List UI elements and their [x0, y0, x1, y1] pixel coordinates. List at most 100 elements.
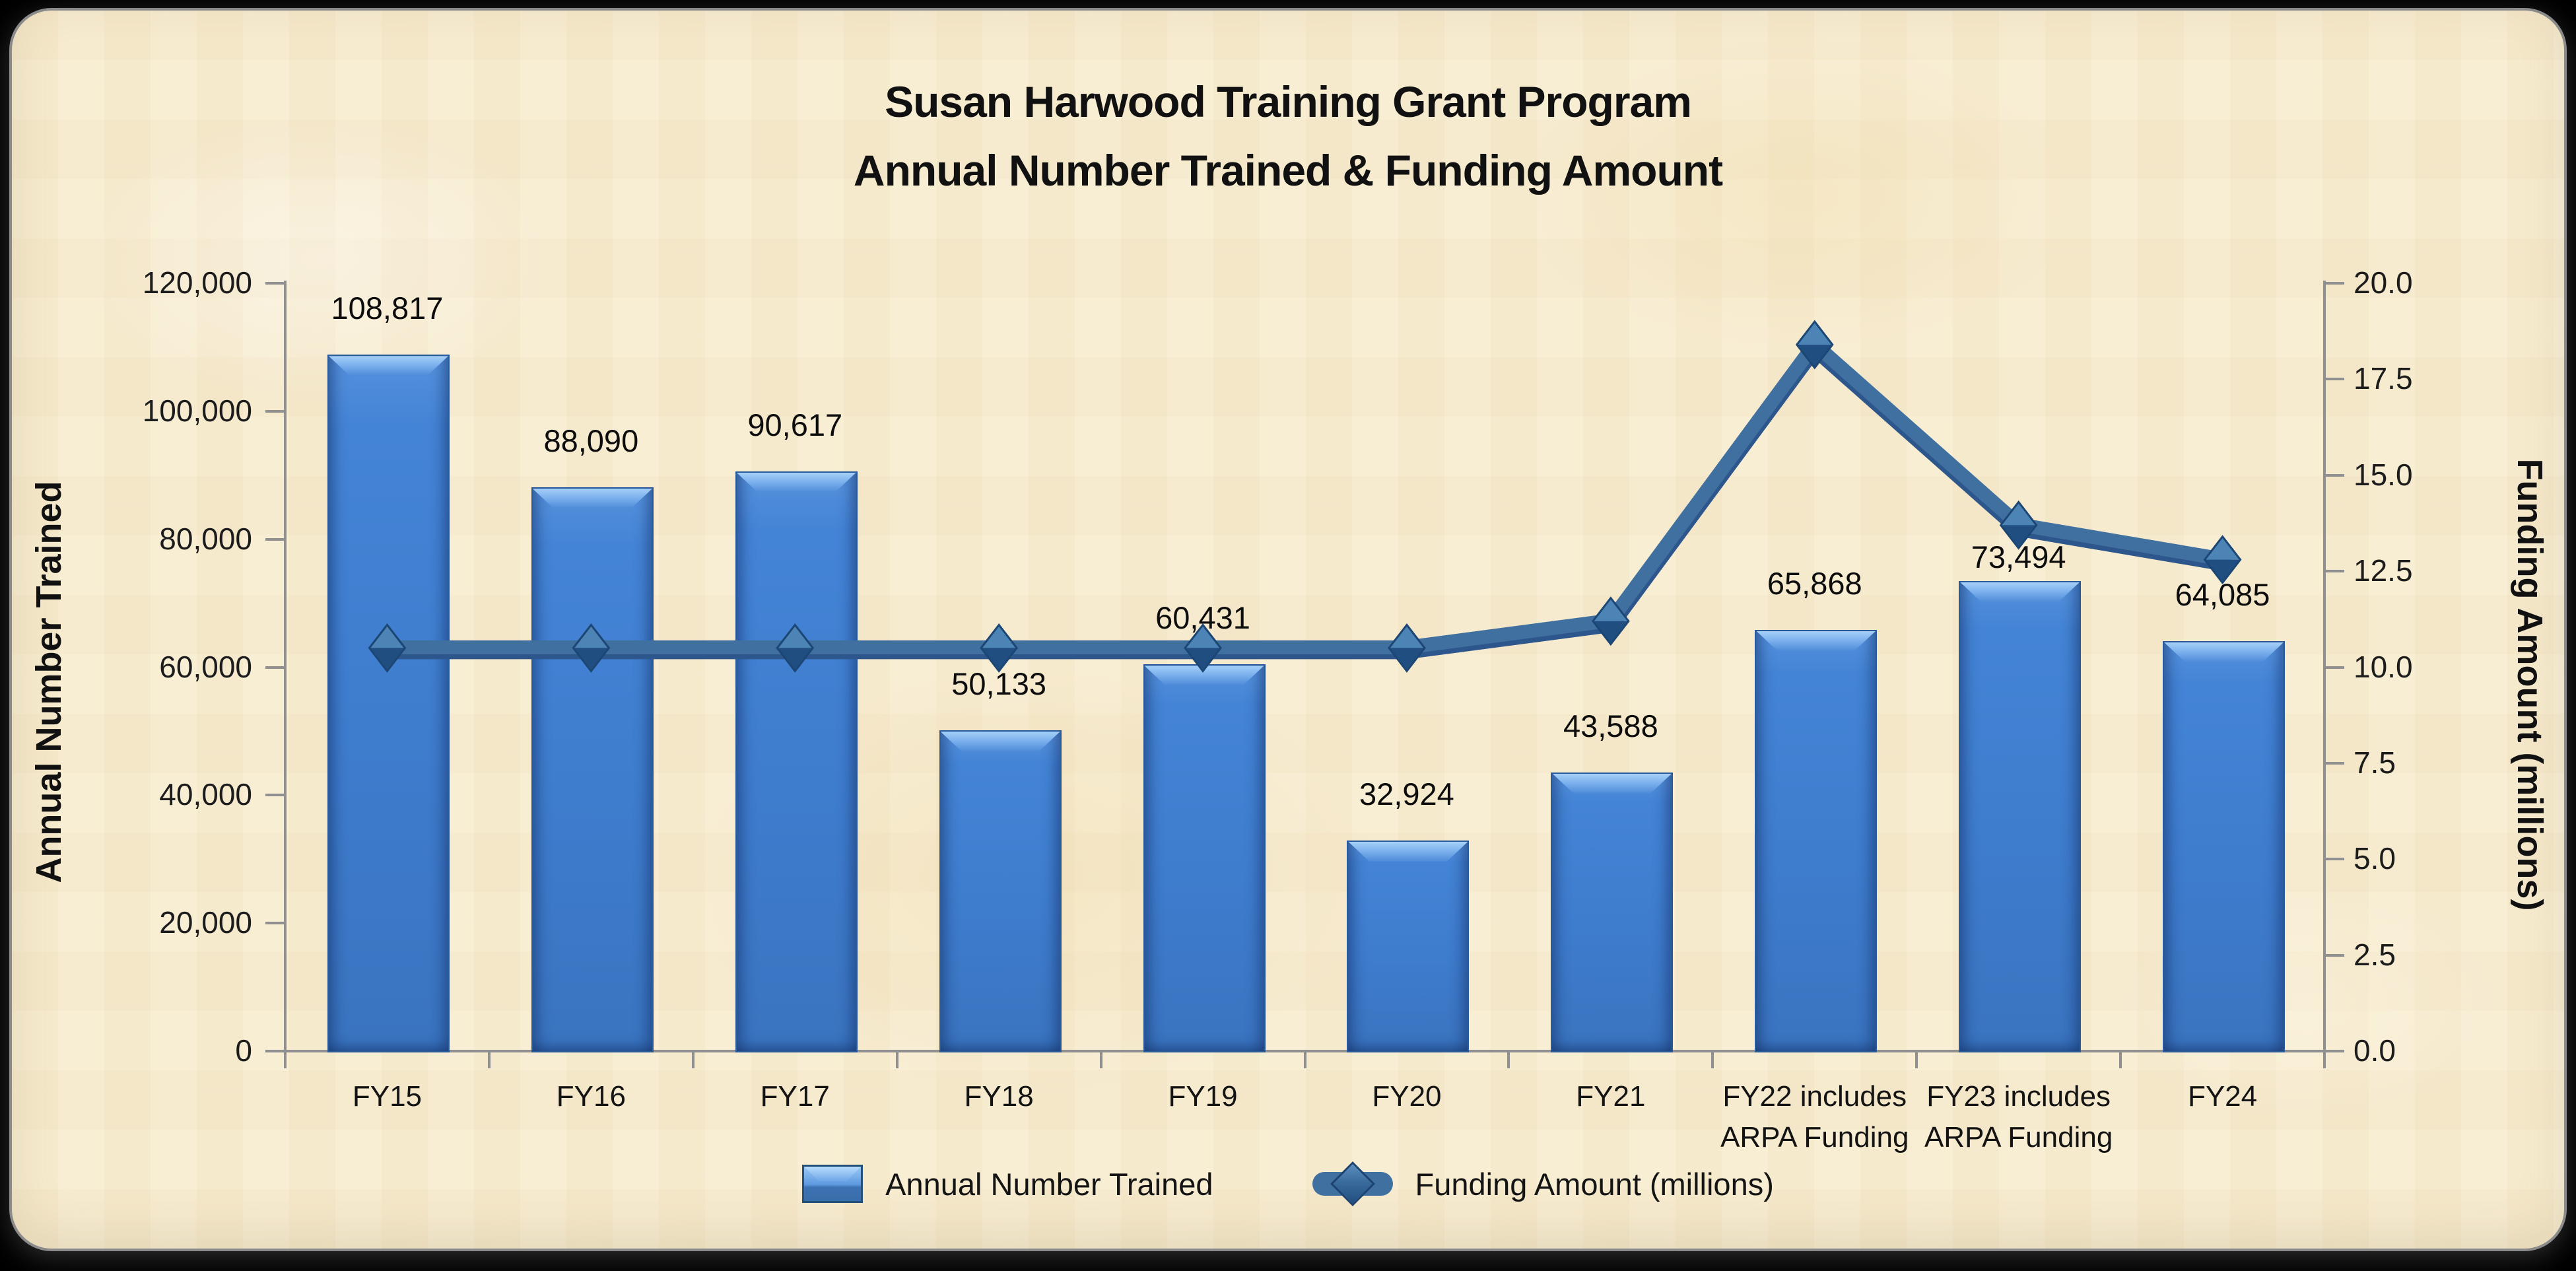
left-axis-tick-label: 40,000	[159, 777, 252, 812]
x-category-label: FY15	[352, 1080, 423, 1113]
bar-data-label: 73,494	[1971, 539, 2066, 574]
bar-data-label: 88,090	[543, 423, 639, 459]
x-axis-tick	[691, 1051, 695, 1068]
right-axis-tick-label: 12.5	[2354, 553, 2413, 588]
x-category-label: FY21	[1576, 1080, 1646, 1113]
left-axis-tick	[265, 282, 285, 285]
diamond-marker-icon	[1330, 1161, 1375, 1206]
right-axis-tick-label: 20.0	[2354, 265, 2413, 300]
bar-data-label: 60,431	[1155, 600, 1250, 636]
diamond-marker-icon	[2204, 559, 2241, 583]
legend-label: Funding Amount (millions)	[1415, 1166, 1774, 1202]
right-axis-tick	[2324, 570, 2344, 573]
right-axis-tick-label: 10.0	[2354, 649, 2413, 684]
diamond-marker-icon	[1388, 623, 1426, 673]
legend-label: Annual Number Trained	[885, 1166, 1213, 1202]
chart-title-line1: Susan Harwood Training Grant Program	[885, 77, 1692, 126]
diamond-marker-icon	[981, 648, 1017, 671]
bar-data-label: 90,617	[747, 407, 843, 442]
x-category-label: FY20	[1372, 1080, 1442, 1113]
diamond-marker-icon	[572, 623, 611, 673]
right-axis-tick	[2324, 761, 2344, 765]
left-axis-tick-label: 60,000	[159, 649, 252, 684]
x-axis-tick	[2323, 1051, 2326, 1068]
diamond-marker-icon	[980, 623, 1019, 673]
chart-title: Susan Harwood Training Grant Program Ann…	[12, 67, 2564, 205]
annual-trained-bar	[327, 355, 450, 1052]
x-category-label: FY17	[760, 1080, 830, 1113]
right-axis-tick-label: 2.5	[2354, 937, 2396, 972]
diamond-marker-icon	[1184, 623, 1222, 673]
diamond-marker-icon	[776, 623, 815, 673]
right-axis-tick	[2324, 378, 2344, 381]
annual-trained-bar	[1347, 840, 1470, 1052]
annual-trained-bar	[1959, 580, 2082, 1052]
left-axis-tick-label: 20,000	[159, 905, 252, 940]
bar-data-label: 50,133	[951, 666, 1047, 702]
left-axis-tick	[265, 666, 285, 669]
right-axis-tick-label: 0.0	[2354, 1033, 2396, 1068]
chart-title-line2: Annual Number Trained & Funding Amount	[853, 146, 1723, 195]
diamond-marker-icon	[369, 625, 405, 648]
right-axis-tick-label: 15.0	[2354, 457, 2413, 492]
left-axis-tick	[265, 409, 285, 413]
left-axis-tick	[265, 794, 285, 797]
x-axis-tick	[1099, 1051, 1102, 1068]
right-axis-tick	[2324, 282, 2344, 285]
diamond-marker-icon	[1185, 625, 1221, 648]
x-category-label: FY16	[556, 1080, 626, 1113]
diamond-marker-icon	[2204, 536, 2241, 560]
diamond-marker-icon	[777, 625, 813, 648]
left-axis-tick-label: 80,000	[159, 521, 252, 556]
left-axis-tick	[265, 922, 285, 925]
x-axis-tick	[284, 1051, 287, 1068]
chart-panel: Susan Harwood Training Grant Program Ann…	[9, 8, 2567, 1251]
diamond-marker-icon	[2203, 535, 2242, 585]
funding-line	[380, 337, 2230, 654]
annual-trained-bar	[531, 487, 654, 1052]
diamond-marker-icon	[1185, 648, 1221, 671]
left-axis-tick-label: 100,000	[142, 393, 252, 428]
x-axis-tick	[1915, 1051, 1918, 1068]
right-axis-tick-label: 5.0	[2354, 841, 2396, 876]
x-axis-tick	[1507, 1051, 1510, 1068]
x-category-label: FY19	[1168, 1080, 1238, 1113]
diamond-marker-icon	[1592, 598, 1629, 621]
legend-item-annual-number-trained: Annual Number Trained	[802, 1165, 1213, 1203]
bar-data-label: 65,868	[1767, 565, 1862, 601]
right-axis-tick	[2324, 953, 2344, 957]
diamond-marker-icon	[1999, 500, 2038, 550]
diamond-marker-icon	[369, 648, 405, 671]
bar-data-label: 43,588	[1563, 708, 1658, 743]
diamond-marker-icon	[1795, 320, 1834, 370]
diamond-marker-icon	[573, 625, 609, 648]
x-category-label: FY18	[964, 1080, 1034, 1113]
legend-item-funding-amount: Funding Amount (millions)	[1312, 1161, 1774, 1206]
diamond-marker-icon	[2000, 525, 2037, 549]
annual-trained-bar	[939, 730, 1062, 1052]
right-axis-tick	[2324, 858, 2344, 861]
diamond-marker-icon	[1796, 322, 1833, 345]
bar-data-label: 32,924	[1359, 776, 1454, 811]
x-category-label: FY22 includes ARPA Funding	[1720, 1080, 1909, 1153]
diamond-marker-icon	[1592, 621, 1629, 644]
left-axis-tick	[265, 537, 285, 541]
diamond-marker-icon	[777, 648, 813, 671]
x-axis-tick	[895, 1051, 898, 1068]
diamond-marker-icon	[1388, 625, 1425, 648]
right-axis-tick-label: 17.5	[2354, 361, 2413, 396]
bar-data-label: 108,817	[331, 291, 444, 326]
annual-trained-bar	[1551, 772, 1674, 1052]
x-axis-tick	[1711, 1051, 1714, 1068]
x-axis-tick	[487, 1051, 491, 1068]
diamond-marker-icon	[2000, 502, 2037, 526]
right-axis-tick-label: 7.5	[2354, 745, 2396, 780]
diamond-marker-icon	[981, 625, 1017, 648]
diamond-marker-icon	[1796, 345, 1833, 368]
right-axis-tick	[2324, 473, 2344, 477]
x-axis-tick	[1303, 1051, 1306, 1068]
left-axis-tick	[265, 1050, 285, 1052]
annual-trained-bar	[735, 471, 858, 1052]
legend: Annual Number Trained Funding Amount (mi…	[12, 1161, 2564, 1206]
